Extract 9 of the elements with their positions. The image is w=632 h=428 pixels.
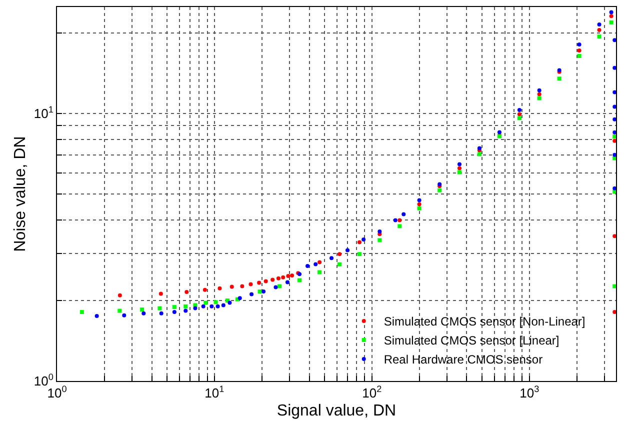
x-tick-label: 10$^{0}$ (47, 384, 67, 401)
legend-label: Simulated CMOS sensor [Non-Linear] (384, 314, 586, 329)
legend-label: Real Hardware CMOS sensor (384, 352, 543, 367)
x-tick-label: 10$^{1}$ (204, 384, 224, 401)
legend-label: Simulated CMOS sensor [Linear] (384, 334, 560, 348)
y-axis-title: Noise value, DN (12, 136, 29, 252)
x-tick-label: 10$^{2}$ (362, 384, 382, 401)
x-tick-label: 10$^{3}$ (520, 384, 540, 401)
x-axis-title: Signal value, DN (276, 402, 396, 420)
